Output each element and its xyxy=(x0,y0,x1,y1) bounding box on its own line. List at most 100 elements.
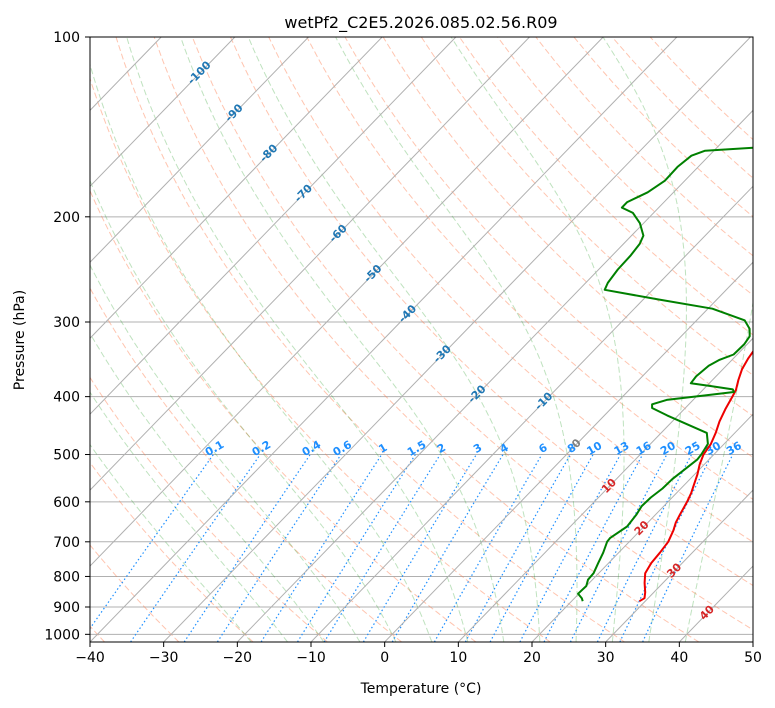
mixing-ratio-line xyxy=(391,454,504,642)
mixing-ratio-label: 3 xyxy=(471,441,484,456)
isotherm-line xyxy=(90,37,604,567)
isotherm-line xyxy=(310,185,753,642)
dry-adiabat xyxy=(115,37,625,642)
dry-adiabat xyxy=(230,37,753,587)
dry-adiabat xyxy=(191,37,753,631)
mixing-ratio-label: 20 xyxy=(658,439,678,458)
y-tick-label: 700 xyxy=(53,535,80,551)
x-axis: −40 −30 −20 −10 0 10 20 30 40 50 xyxy=(75,642,762,666)
moist-adiabat xyxy=(450,37,625,642)
mixing-ratio-label: 10 xyxy=(584,439,604,458)
mixing-ratio-line xyxy=(569,454,668,642)
x-tick-label: −30 xyxy=(149,650,179,666)
chart-title: wetPf2_C2E5.2026.085.02.56.R09 xyxy=(284,13,557,33)
mixing-ratio-label: 36 xyxy=(724,439,744,458)
dry-adiabat xyxy=(306,37,753,500)
mixing-ratio-line xyxy=(183,454,311,642)
y-axis: 100 200 300 400 500 600 700 800 900 1000 xyxy=(44,30,90,643)
mixing-ratio-label: 4 xyxy=(498,441,511,456)
mixing-ratio-labels: 0.1 0.2 0.4 0.6 1 1.5 2 3 4 6 8 10 13 16 20 25 30 36 xyxy=(203,438,744,459)
plot-area: -100-90-80-70-60-50-40-30-20 -10010203040… xyxy=(90,37,753,642)
dry-adiabat xyxy=(344,37,753,458)
y-tick-label: 1000 xyxy=(44,627,80,643)
dry-adiabat xyxy=(90,76,551,642)
dry-adiabat xyxy=(90,376,328,642)
mixing-ratio-label: 0.6 xyxy=(331,438,355,459)
x-tick-label: −20 xyxy=(223,650,253,666)
isotherm-line xyxy=(90,37,383,339)
temperature-profile-line xyxy=(638,349,753,603)
y-tick-label: 800 xyxy=(53,569,80,585)
x-tick-label: 30 xyxy=(597,650,615,666)
mixing-ratio-line xyxy=(519,454,621,642)
isotherm-line xyxy=(531,413,753,642)
mixing-ratio-line xyxy=(323,454,441,642)
y-tick-label: 500 xyxy=(53,448,80,464)
moist-adiabat xyxy=(90,443,252,642)
y-tick-label: 300 xyxy=(53,315,80,331)
moist-adiabat xyxy=(180,37,505,642)
dewpoint-profile-line xyxy=(577,146,753,602)
mixing-ratio-label: 6 xyxy=(537,441,550,456)
moist-adiabat xyxy=(90,263,361,642)
y-axis-label: Pressure (hPa) xyxy=(12,290,28,390)
mixing-ratio-label: 1 xyxy=(376,441,389,456)
x-tick-label: 20 xyxy=(523,650,541,666)
x-tick-label: 0 xyxy=(380,650,389,666)
isotherm-line xyxy=(163,37,751,642)
mixing-ratio-line xyxy=(642,454,734,642)
isotherm-line xyxy=(90,37,530,491)
dry-adiabat xyxy=(90,544,180,642)
isotherm-lines xyxy=(90,37,753,642)
mixing-ratio-line xyxy=(216,454,342,642)
isotherm-line xyxy=(90,37,457,415)
mixing-ratio-lines xyxy=(90,454,734,642)
mixing-ratio-label: 0.4 xyxy=(300,438,324,459)
x-tick-label: −40 xyxy=(75,650,105,666)
x-tick-label: 40 xyxy=(670,650,688,666)
moist-adiabat xyxy=(126,37,469,642)
mixing-ratio-line xyxy=(489,454,594,642)
y-tick-label: 200 xyxy=(53,210,80,226)
mixing-ratio-label: 30 xyxy=(703,439,723,458)
moist-adiabat xyxy=(335,37,578,642)
isotherm-line xyxy=(605,489,753,642)
x-tick-label: 10 xyxy=(449,650,467,666)
mixing-ratio-line xyxy=(260,454,383,642)
dry-adiabat xyxy=(458,37,753,336)
dry-adiabat xyxy=(90,461,254,642)
mixing-ratio-line xyxy=(464,454,571,642)
isotherm-line xyxy=(90,37,309,263)
mixing-ratio-line xyxy=(130,454,261,642)
dry-adiabat xyxy=(649,37,753,141)
dry-adiabat xyxy=(382,37,753,417)
isotherm-line xyxy=(90,37,236,188)
dry-adiabat xyxy=(90,286,403,642)
moist-adiabat xyxy=(90,391,288,642)
dry-adiabat xyxy=(268,37,753,543)
mixing-ratio-label: 1.5 xyxy=(405,438,428,459)
y-tick-label: 600 xyxy=(53,495,80,511)
dry-adiabat xyxy=(497,37,753,296)
moist-adiabat xyxy=(247,37,541,642)
mixing-ratio-line xyxy=(90,454,214,630)
isotherm-line xyxy=(752,641,753,642)
x-axis-label: Temperature (°C) xyxy=(360,681,482,697)
y-tick-label: 400 xyxy=(53,390,80,406)
moist-adiabat xyxy=(602,37,687,642)
moist-adiabats xyxy=(90,37,753,642)
mixing-ratio-line xyxy=(433,454,543,642)
y-tick-label: 100 xyxy=(53,30,80,46)
isotherm-line xyxy=(236,109,753,642)
moist-adiabat xyxy=(90,332,325,642)
isotherm-line xyxy=(457,337,753,642)
plot-frame xyxy=(89,36,754,643)
dry-adiabat xyxy=(420,37,753,376)
sounding-series xyxy=(577,146,753,603)
mixing-ratio-line xyxy=(296,454,416,642)
x-tick-label: 50 xyxy=(744,650,762,666)
x-tick-label: −10 xyxy=(296,650,326,666)
dry-adiabat xyxy=(90,189,477,642)
moist-adiabat xyxy=(90,62,433,642)
